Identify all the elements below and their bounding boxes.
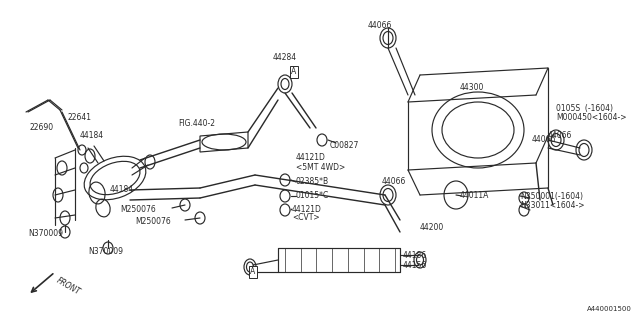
Text: 44200: 44200 xyxy=(420,223,444,233)
Text: 44300: 44300 xyxy=(460,84,484,92)
Text: 44066: 44066 xyxy=(532,135,556,145)
Text: 02385*B: 02385*B xyxy=(296,178,329,187)
Text: 44121D: 44121D xyxy=(292,204,322,213)
Text: FRONT: FRONT xyxy=(55,276,82,296)
Text: 44284: 44284 xyxy=(273,53,297,62)
Text: <5MT 4WD>: <5MT 4WD> xyxy=(296,163,345,172)
Text: M250076: M250076 xyxy=(135,218,171,227)
Text: N350001(-1604): N350001(-1604) xyxy=(520,191,583,201)
Text: A440001500: A440001500 xyxy=(587,306,632,312)
Text: 22690: 22690 xyxy=(30,124,54,132)
Text: M000450<1604->: M000450<1604-> xyxy=(556,114,627,123)
Text: N370009: N370009 xyxy=(28,228,63,237)
Text: 44186: 44186 xyxy=(403,251,427,260)
Text: 44156: 44156 xyxy=(403,260,428,269)
Text: M250076: M250076 xyxy=(120,205,156,214)
Text: 44066: 44066 xyxy=(382,178,406,187)
Text: N33011<1604->: N33011<1604-> xyxy=(520,202,584,211)
Text: A: A xyxy=(291,68,296,76)
Text: 44121D: 44121D xyxy=(296,154,326,163)
Text: A: A xyxy=(250,268,255,276)
Text: 0105S  (-1604): 0105S (-1604) xyxy=(556,103,613,113)
Text: 22641: 22641 xyxy=(68,114,92,123)
Text: 01015*C: 01015*C xyxy=(296,191,329,201)
Text: C00827: C00827 xyxy=(330,140,360,149)
Text: 44184: 44184 xyxy=(80,132,104,140)
Text: N370009: N370009 xyxy=(88,247,123,257)
Text: 44184: 44184 xyxy=(110,186,134,195)
Text: FIG.440-2: FIG.440-2 xyxy=(178,118,215,127)
Text: 44066: 44066 xyxy=(368,20,392,29)
Text: <CVT>: <CVT> xyxy=(292,213,319,222)
Text: 44011A: 44011A xyxy=(460,191,490,201)
Text: 44066: 44066 xyxy=(548,131,572,140)
